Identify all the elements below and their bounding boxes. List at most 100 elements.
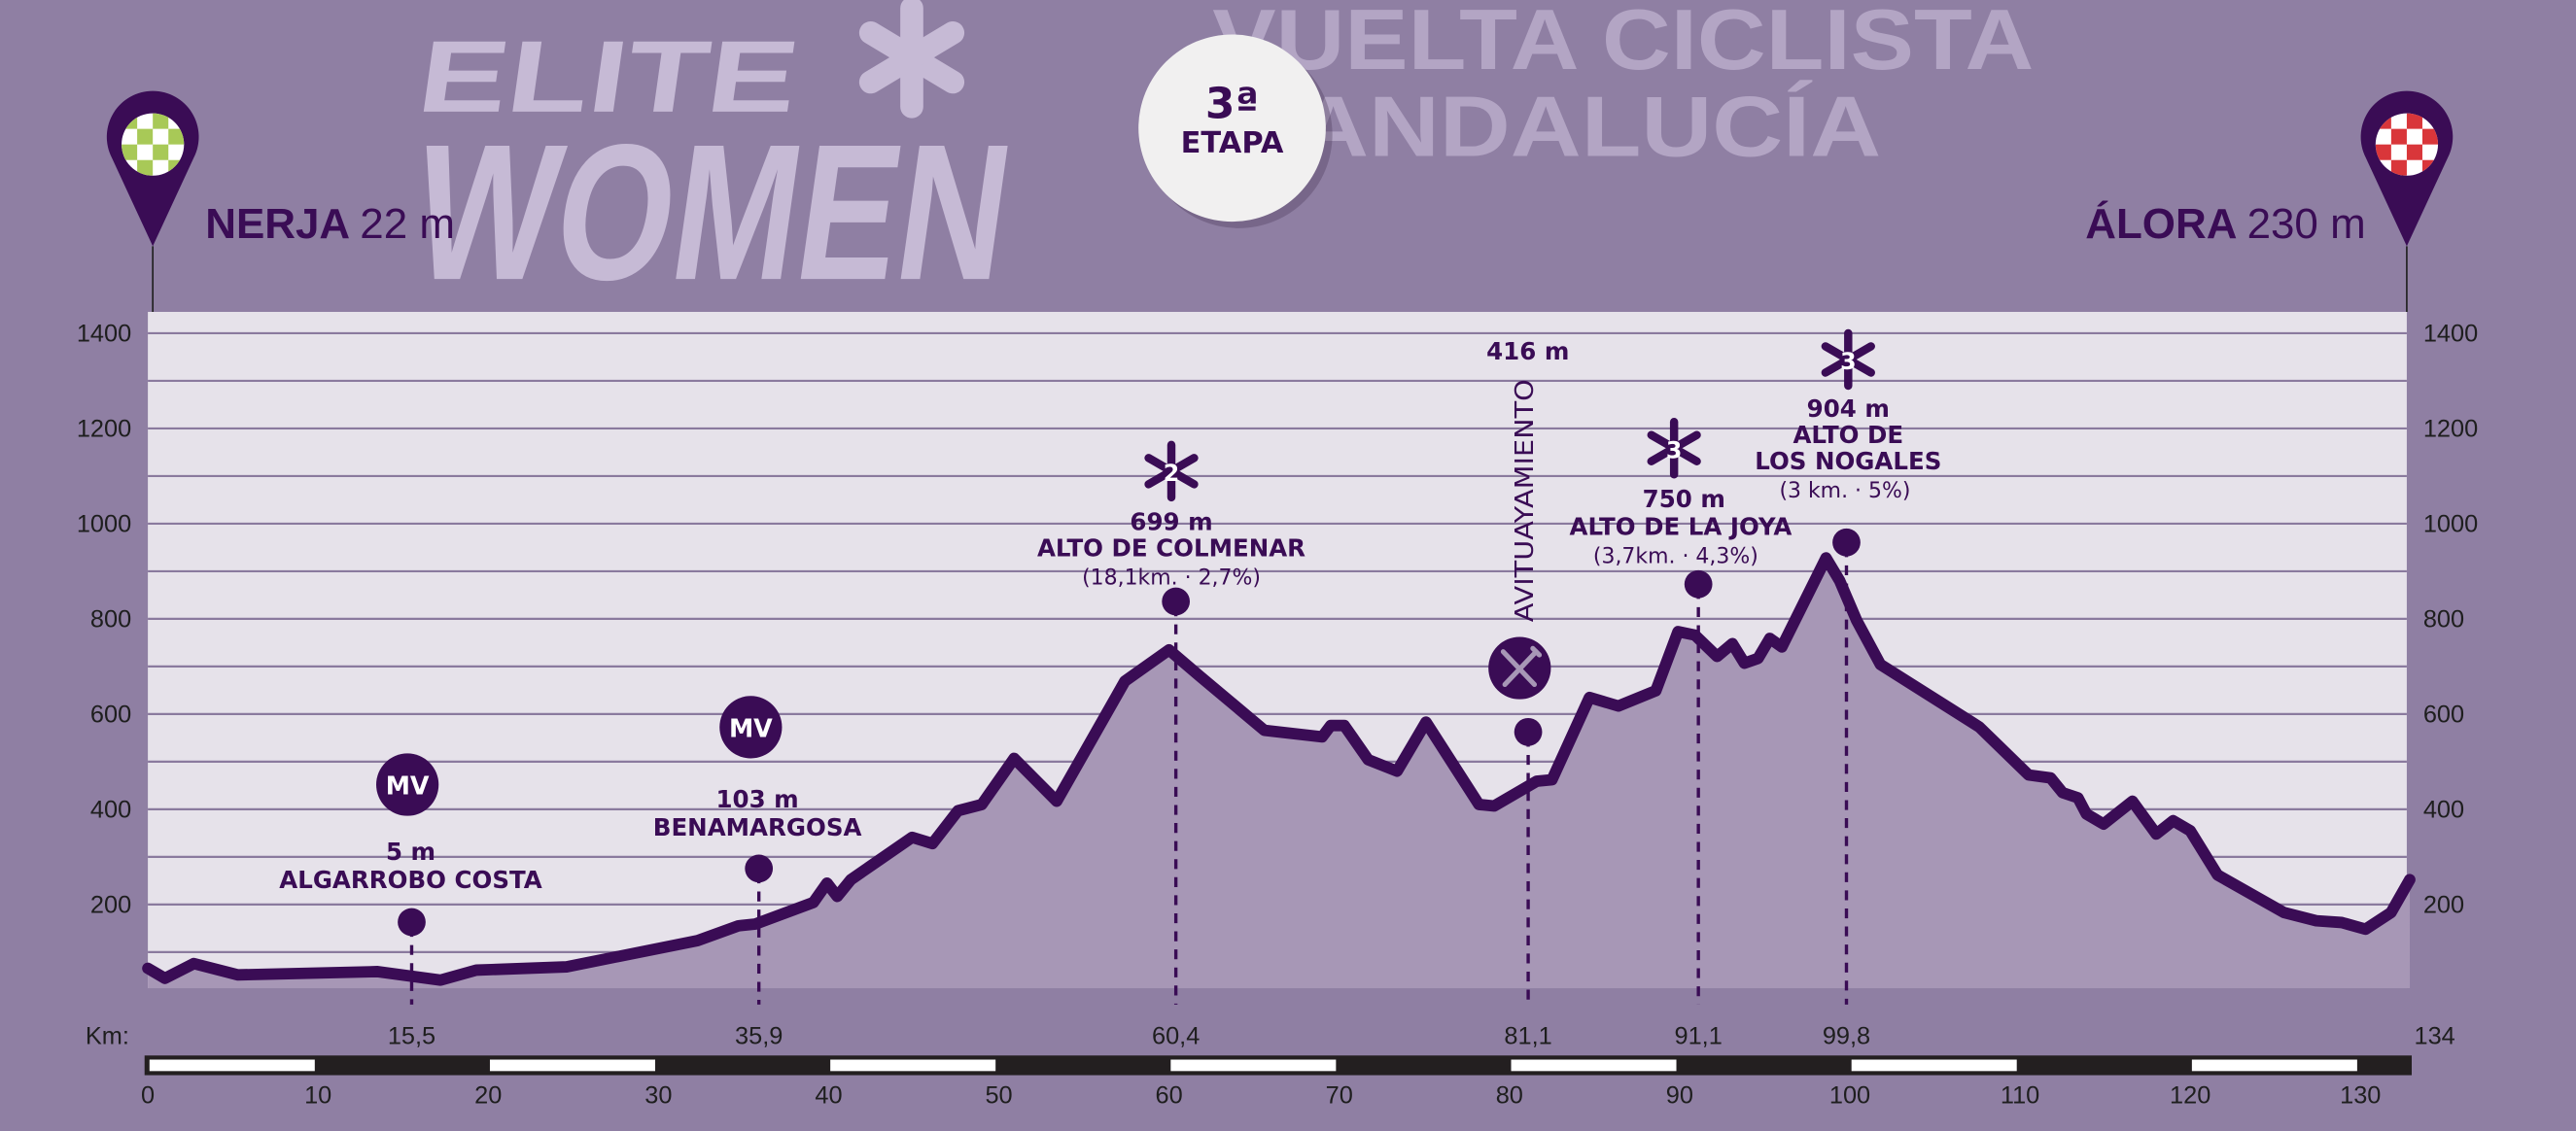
marker-dot [1162,587,1191,616]
scale-tick-label: 130 [2340,1081,2381,1109]
mv-badge-icon [376,753,439,816]
scale-tick-label: 20 [474,1081,502,1109]
km-label: 15,5 [388,1022,435,1049]
y-tick-label: 800 [2423,605,2464,633]
y-tick-label: 1200 [2423,415,2478,442]
climb-category: 3 [1840,348,1856,375]
y-tick-label: 400 [90,796,131,823]
scale-segment [830,1059,996,1072]
scale-tick-label: 100 [1829,1081,1870,1109]
marker-los-nogales: 3 904 m ALTO DE LOS NOGALES (3 km. · 5%) [1755,328,1941,503]
marker-dot [398,908,426,937]
scale-segment [1851,1059,2017,1072]
marker-name: ALGARROBO COSTA [279,866,542,894]
scale-tick-label: 120 [2170,1081,2210,1109]
km-label: 91,1 [1675,1022,1723,1049]
marker-detail: (3,7km. · 4,3%) [1593,544,1758,568]
y-tick-label: 600 [2423,701,2464,728]
star-arm [1821,342,1875,377]
logo-star-icon [858,0,965,119]
climb-cat-icon [1821,328,1875,391]
scale-tick-label: 30 [644,1081,672,1109]
marker-benamargosa: MV 103 m BENAMARGOSA [653,696,861,841]
climb-cat-icon [1647,417,1701,479]
marker-la-joya: 3 750 m ALTO DE LA JOYA (3,7km. · 4,3%) [1570,417,1793,568]
km-label: 60,4 [1152,1022,1200,1049]
marker-detail: (18,1km. · 2,7%) [1082,566,1261,590]
finish-label: ÁLORA 230 m [2085,199,2365,248]
marker-name: ALTO DE [1793,421,1903,449]
logo-elite: ELITE [411,20,805,133]
y-tick-label: 200 [2423,891,2464,918]
profile-line [142,552,2416,986]
marker-detail: (3 km. · 5%) [1779,479,1910,503]
start-label: NERJA 22 m [205,200,455,248]
marker-dot [1514,717,1543,746]
stage-number: 3ª [1205,80,1259,129]
elite-women-logo: ELITE WOMEN [401,20,1024,321]
checker-square [137,159,154,176]
checker-square [137,128,154,145]
scale-tick-label: 70 [1326,1081,1353,1109]
y-tick-label: 1400 [77,320,131,347]
km-label: 35,9 [735,1022,783,1049]
scale-segment [2191,1059,2357,1072]
scale-tick-label: 0 [141,1081,155,1109]
finish-elev: 230 m [2247,200,2366,248]
y-axis-right: 200 400 600 800 1000 1200 1400 [2423,320,2478,918]
marker-elev: 904 m [1807,394,1890,423]
km-label: 99,8 [1823,1022,1870,1049]
km-labels: 15,5 35,9 60,4 81,1 91,1 99,8 134 [388,1022,2455,1049]
checker-square [2421,128,2439,145]
marker-algarrobo: MV 5 m ALGARROBO COSTA [279,753,542,894]
marker-elev: 750 m [1643,485,1725,513]
start-flag-icon [106,90,199,247]
marker-dots [398,528,1861,937]
star-arm [1144,454,1199,489]
scale-tick-label: 110 [2001,1081,2039,1109]
km-axis-label: Km: [86,1022,129,1049]
marker-elev: 699 m [1130,508,1212,536]
scale-tick-label: 90 [1666,1081,1693,1109]
mv-badge-icon [719,696,783,759]
checker-square [122,144,138,160]
stage-label: ETAPA [1181,126,1284,160]
marker-dot [745,854,774,883]
km-scale-bar: 0 10 20 30 40 50 60 70 80 90 100 110 120 130 [141,1055,2412,1109]
mv-badge-text: MV [729,714,773,743]
logo-women: WOMEN [401,105,1024,321]
race-title-line2: ANDALUCÍA [1298,79,1881,175]
y-tick-label: 1400 [2423,320,2478,347]
marker-elev: 103 m [716,785,799,813]
scale-segment [1511,1059,1677,1072]
km-label: 81,1 [1504,1022,1551,1049]
marker-name-2: LOS NOGALES [1755,447,1941,475]
scale-tick-label: 40 [815,1081,842,1109]
marker-name: ALTO DE COLMENAR [1037,534,1305,563]
start-name: NERJA [205,200,350,248]
mv-badge-text: MV [386,771,430,801]
marker-name: ALTO DE LA JOYA [1570,513,1793,541]
checker-square [153,113,169,129]
checker-square [2406,113,2422,129]
marker-elev: 5 m [386,838,435,866]
feed-zone-label: AVITUAYAMIENTO [1510,379,1539,622]
climb-category: 2 [1164,460,1179,487]
y-tick-label: 600 [90,701,131,728]
profile-area [148,558,2411,989]
y-tick-label: 1000 [77,510,131,537]
marker-dot [1684,569,1713,599]
marker-colmenar: 2 699 m ALTO DE COLMENAR (18,1km. · 2,7%… [1037,440,1305,590]
stage-badge: 3ª ETAPA [1138,34,1333,228]
checker-square [2375,144,2391,160]
checker-square [2390,159,2407,176]
y-tick-label: 200 [90,891,131,918]
y-tick-label: 400 [2423,796,2464,823]
y-tick-label: 1000 [2423,510,2478,537]
marker-feed-zone: 416 m AVITUAYAMIENTO [1486,337,1569,700]
checker-square [2406,144,2422,160]
scale-tick-label: 10 [304,1081,331,1109]
fork-knife-icon [1488,636,1551,700]
scale-segment [149,1059,315,1072]
